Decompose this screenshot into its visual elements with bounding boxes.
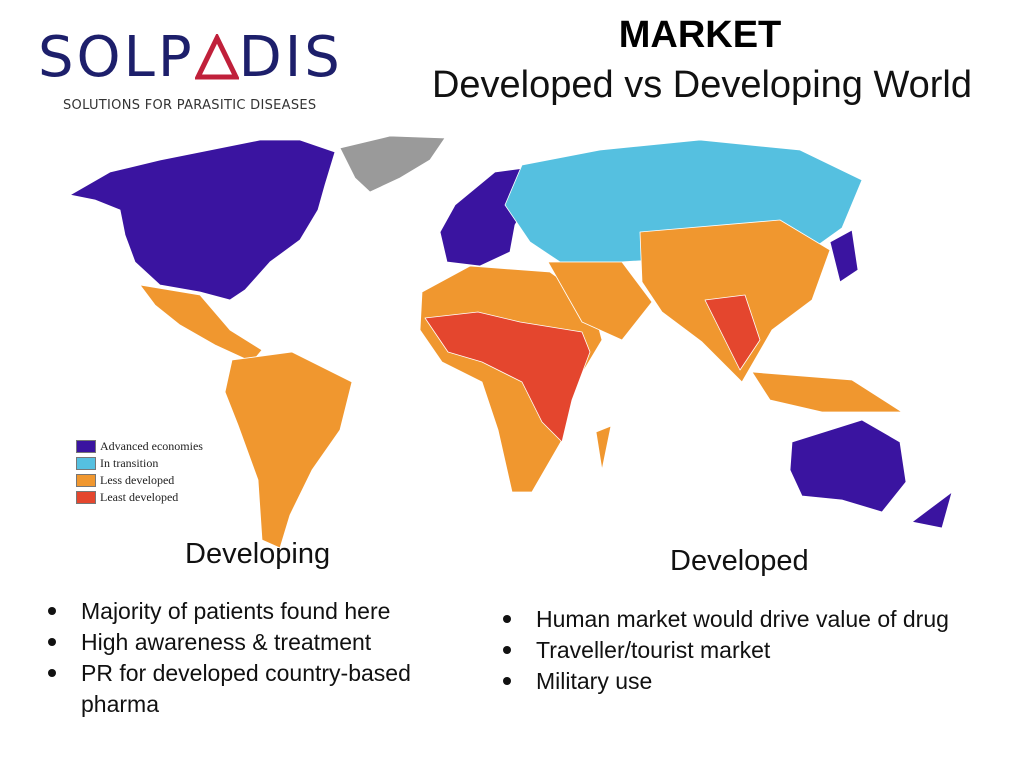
south-asia-least-developed [704,294,761,371]
new-zealand [911,491,953,529]
bullet-item: Human market would drive value of drug [500,604,1020,635]
bullet-item: PR for developed country-based pharma [45,658,465,720]
legend-swatch [76,457,96,470]
legend-label: Advanced economies [100,439,203,453]
legend-item-less-developed: Less developed [76,472,203,489]
developing-heading: Developing [185,538,331,570]
japan [829,229,859,283]
slide-title: MARKET [618,14,782,56]
legend-item-advanced: Advanced economies [76,438,203,455]
bullet-item: High awareness & treatment [45,627,465,658]
north-america [69,139,336,301]
solpadis-logo: SOLP DIS SOLUTIONS FOR PARASITIC DISEASES [38,25,378,114]
bullet-item: Traveller/tourist market [500,635,1020,666]
triangle-icon [193,32,240,80]
legend-label: Least developed [100,490,179,504]
southeast-asia-islands [751,371,903,413]
legend-item-transition: In transition [76,455,203,472]
bullet-item: Majority of patients found here [45,596,465,627]
central-america [139,284,263,363]
africa-least-developed [424,311,591,443]
south-america [224,351,353,549]
madagascar [595,425,612,471]
developed-bullets: Human market would drive value of drug T… [500,604,1020,697]
legend-swatch [76,491,96,504]
legend-label: In transition [100,456,159,470]
legend-label: Less developed [100,473,175,487]
map-legend: Advanced economies In transition Less de… [76,438,203,506]
developed-heading: Developed [670,545,809,577]
logo-wordmark: SOLP DIS [38,25,343,90]
slide-subtitle: Developed vs Developing World [431,64,973,106]
australia [789,419,907,513]
developing-bullets: Majority of patients found here High awa… [45,596,465,720]
legend-swatch [76,474,96,487]
legend-item-least-developed: Least developed [76,489,203,506]
middle-east [547,261,653,341]
greenland [339,135,446,193]
legend-swatch [76,440,96,453]
bullet-item: Military use [500,666,1020,697]
logo-tagline: SOLUTIONS FOR PARASITIC DISEASES [63,98,317,113]
